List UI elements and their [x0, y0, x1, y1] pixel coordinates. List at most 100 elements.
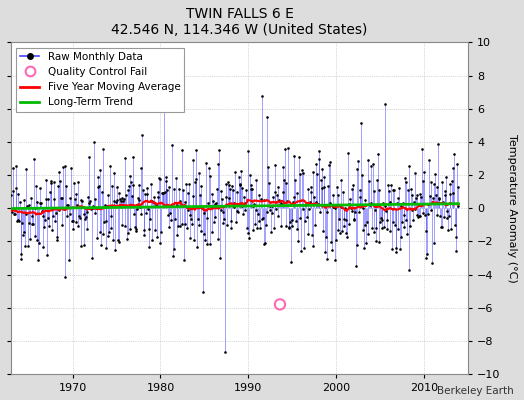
Point: [8, 188, 17, 194]
Point: [274, 184, 282, 191]
Point: [310, 193, 319, 200]
Point: [104, 192, 113, 198]
Point: [269, 194, 277, 200]
Point: [124, 230, 133, 236]
Point: [280, 177, 288, 184]
Point: [16, 256, 25, 262]
Point: [429, 195, 437, 201]
Point: [388, 187, 397, 194]
Point: [145, 244, 154, 250]
Point: [12, 163, 20, 170]
Point: [179, 187, 188, 193]
Point: [235, 174, 243, 180]
Point: [241, 206, 249, 213]
Point: [25, 202, 34, 208]
Point: [441, 192, 450, 198]
Point: [69, 218, 78, 224]
Point: [289, 198, 297, 205]
Point: [185, 180, 193, 187]
Point: [19, 197, 28, 203]
Point: [140, 232, 149, 239]
Point: [259, 196, 268, 203]
Point: [143, 185, 151, 191]
Point: [51, 217, 59, 224]
Point: [334, 227, 343, 233]
Point: [57, 195, 65, 201]
Point: [449, 165, 457, 171]
Point: [93, 174, 102, 180]
Point: [169, 185, 178, 192]
Point: [18, 220, 26, 226]
Point: [65, 257, 73, 264]
Point: [190, 237, 199, 243]
Point: [443, 208, 452, 214]
Point: [114, 237, 122, 243]
Point: [138, 132, 146, 138]
Point: [188, 221, 196, 227]
Point: [66, 210, 74, 217]
Point: [442, 174, 450, 180]
Point: [263, 114, 271, 120]
Point: [151, 200, 159, 206]
Point: [58, 222, 66, 228]
Point: [26, 236, 35, 242]
Point: [383, 226, 391, 232]
Point: [252, 177, 260, 183]
Point: [352, 263, 360, 269]
Point: [34, 199, 42, 206]
Point: [172, 175, 180, 181]
Point: [298, 205, 307, 212]
Point: [31, 233, 39, 239]
Point: [449, 190, 457, 196]
Point: [93, 235, 101, 242]
Point: [268, 210, 277, 217]
Point: [204, 200, 212, 206]
Point: [178, 146, 187, 153]
Point: [212, 200, 220, 206]
Point: [144, 206, 152, 212]
Point: [176, 198, 184, 204]
Point: [42, 196, 50, 202]
Point: [301, 202, 310, 208]
Point: [69, 226, 77, 232]
Point: [9, 165, 17, 171]
Point: [342, 216, 351, 223]
Point: [180, 198, 189, 205]
Point: [412, 192, 421, 199]
Point: [156, 176, 164, 182]
Point: [333, 184, 341, 191]
Point: [253, 225, 261, 231]
Point: [36, 200, 44, 206]
Point: [200, 210, 209, 216]
Point: [394, 194, 402, 201]
Point: [331, 204, 340, 211]
Point: [27, 221, 36, 227]
Point: [49, 213, 57, 219]
Point: [451, 234, 460, 240]
Point: [355, 208, 363, 215]
Point: [400, 212, 409, 218]
Point: [250, 201, 258, 207]
Point: [220, 216, 228, 222]
Point: [396, 246, 404, 252]
Point: [271, 162, 280, 168]
Point: [150, 227, 159, 234]
Point: [274, 213, 282, 220]
Point: [329, 192, 337, 198]
Point: [126, 173, 134, 180]
Point: [67, 165, 75, 172]
Point: [288, 222, 297, 229]
Point: [398, 219, 406, 225]
Point: [425, 157, 433, 163]
Point: [126, 226, 135, 232]
Point: [36, 185, 45, 192]
Point: [233, 188, 241, 195]
Point: [386, 228, 394, 234]
Point: [123, 236, 131, 242]
Point: [244, 230, 253, 236]
Point: [275, 196, 283, 203]
Point: [77, 196, 85, 203]
Point: [183, 206, 192, 213]
Point: [431, 171, 439, 177]
Point: [80, 210, 88, 217]
